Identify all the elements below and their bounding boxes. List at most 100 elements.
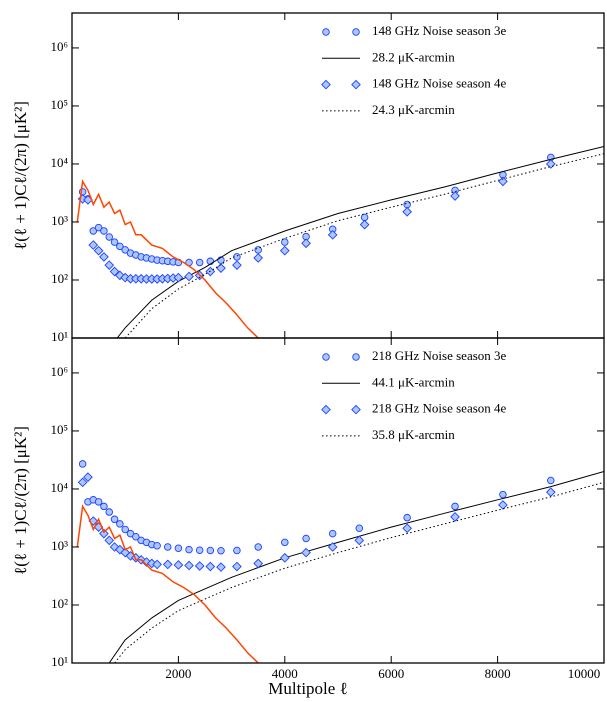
marker (232, 260, 242, 271)
marker (327, 542, 338, 552)
marker (253, 558, 264, 569)
marker (110, 238, 119, 246)
marker (141, 557, 152, 567)
marker (153, 541, 161, 550)
marker (321, 79, 331, 90)
series-line (114, 481, 604, 663)
marker (88, 240, 99, 250)
marker (351, 79, 361, 90)
marker (93, 245, 104, 256)
y-tick-label: 10⁵ (50, 422, 68, 437)
y-tick-label: 10⁶ (50, 364, 68, 379)
y-tick-label: 10⁴ (50, 480, 68, 495)
y-tick-label: 10³ (51, 213, 68, 228)
marker (83, 472, 93, 482)
marker (184, 560, 194, 571)
marker (205, 561, 216, 572)
legend-label: 218 GHz Noise season 4e (372, 401, 507, 416)
marker (110, 515, 119, 524)
marker (195, 546, 204, 554)
marker (355, 524, 364, 533)
marker (174, 544, 183, 553)
legend-label: 28.2 μK-arcmin (372, 49, 455, 64)
marker (99, 252, 109, 262)
marker (402, 206, 412, 217)
marker (105, 233, 113, 241)
marker (173, 272, 184, 283)
marker (545, 159, 556, 169)
marker (164, 543, 172, 551)
legend-label: 148 GHz Noise season 4e (372, 76, 507, 91)
marker (328, 529, 337, 538)
marker (115, 270, 125, 281)
series-line (108, 471, 604, 663)
series-line (76, 179, 259, 338)
marker (301, 547, 311, 558)
x-tick-label: 4000 (272, 666, 298, 681)
marker (545, 487, 556, 498)
marker (352, 28, 360, 36)
y-tick-label: 10⁶ (50, 39, 68, 54)
marker (402, 523, 412, 534)
series-line (116, 146, 604, 338)
marker (253, 253, 264, 263)
marker (450, 191, 460, 201)
marker (104, 260, 115, 271)
marker (216, 562, 226, 572)
marker (185, 545, 193, 554)
marker (88, 516, 99, 526)
marker (279, 552, 290, 563)
marker (109, 266, 120, 277)
marker (498, 176, 508, 187)
y-axis-label: ℓ(ℓ + 1)Cℓ/(2π) [μK²] (11, 426, 30, 575)
y-tick-label: 10¹ (51, 654, 68, 669)
x-tick-label: 10000 (568, 666, 601, 681)
marker (173, 560, 184, 570)
marker (194, 561, 205, 571)
marker (322, 353, 330, 361)
marker (94, 223, 103, 232)
plot-area (76, 460, 604, 663)
marker (132, 533, 140, 541)
marker (162, 559, 173, 570)
marker (99, 528, 109, 539)
marker (184, 271, 194, 282)
marker (116, 520, 124, 528)
x-tick-label: 6000 (378, 666, 404, 681)
marker (321, 404, 331, 415)
legend-label: 218 GHz Noise season 3e (372, 348, 507, 363)
marker (104, 535, 115, 546)
marker (498, 500, 508, 510)
marker (206, 546, 215, 555)
marker (281, 538, 289, 547)
legend-label: 44.1 μK-arcmin (372, 374, 455, 389)
marker (403, 200, 411, 209)
marker (359, 219, 370, 230)
marker (499, 490, 507, 499)
marker (78, 460, 87, 468)
x-axis-label: Multipole ℓ (268, 679, 347, 698)
marker (100, 227, 108, 235)
y-tick-label: 10¹ (51, 329, 68, 344)
marker (216, 263, 226, 273)
marker (360, 213, 369, 222)
marker (279, 245, 290, 256)
marker (322, 28, 330, 36)
series-line (76, 504, 259, 663)
legend-label: 24.3 μK-arcmin (372, 102, 455, 117)
marker (77, 477, 88, 488)
marker (351, 404, 361, 415)
marker (301, 238, 311, 249)
marker (217, 547, 225, 555)
marker (451, 502, 459, 511)
y-tick-label: 10² (51, 271, 68, 286)
marker (450, 512, 460, 522)
marker (354, 535, 365, 546)
axes-frame (71, 12, 605, 339)
marker (100, 502, 108, 511)
marker (327, 230, 338, 240)
marker (281, 238, 289, 246)
marker (116, 242, 124, 251)
marker (232, 561, 242, 572)
